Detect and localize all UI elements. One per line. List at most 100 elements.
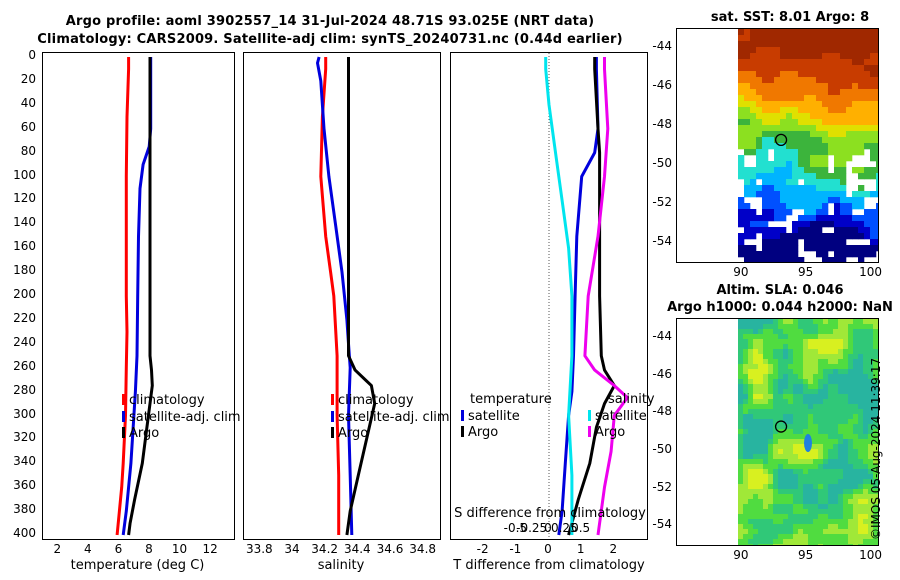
sla-map-xtick-0: 90 [733, 548, 749, 562]
sal-tick-5: 34.8 [409, 542, 437, 556]
sst-map-title: sat. SST: 8.01 Argo: 8 [710, 10, 870, 25]
depth-tick-120: 120 [13, 191, 36, 206]
sal-tick-0: 33.8 [245, 542, 273, 556]
profile-title: Argo profile: aoml 3902557_14 31-Jul-202… [65, 14, 595, 29]
depth-tick-320: 320 [13, 430, 36, 445]
temp-tick-5: 12 [202, 542, 218, 556]
salinity-panel [243, 52, 441, 540]
sst-map-ytick-5: -54 [652, 233, 672, 248]
sla-map-panel [676, 318, 879, 546]
salinity-axis-title: salinity [317, 558, 365, 573]
depth-tick-180: 180 [13, 263, 36, 278]
temperature-axis-title: temperature (deg C) [70, 558, 205, 573]
sla-map-ytick-1: -46 [652, 366, 672, 381]
depth-tick-0: 0 [28, 48, 36, 62]
sla-map-xtick-1: 95 [798, 548, 814, 562]
sst-map-ytick-3: -50 [652, 155, 672, 170]
series-s-satellite [544, 57, 574, 535]
temperature-diff-legend: temperature satellite Argo [461, 392, 552, 442]
difference-plot [544, 53, 629, 539]
imos-timestamp: ©IMOS 05-Aug-2024 11:39:17 [869, 357, 883, 540]
depth-tick-280: 280 [13, 382, 36, 397]
difference-panel [450, 52, 648, 540]
sst-map-ytick-2: -48 [652, 117, 672, 132]
legend-t-satellite: satellite [461, 409, 552, 426]
climatology-title: Climatology: CARS2009. Satellite-adj cli… [37, 32, 623, 47]
sla-map [738, 319, 878, 545]
depth-tick-80: 80 [20, 143, 36, 158]
sla-field [738, 319, 878, 545]
depth-tick-140: 140 [13, 215, 36, 230]
argo-location-marker [774, 420, 788, 433]
salinity-difference-label: S difference from climatology [454, 506, 646, 521]
diff-tick-3: 1 [576, 542, 585, 556]
sst-map-panel [676, 28, 879, 263]
depth-tick-60: 60 [20, 119, 36, 134]
sla-map-ytick-3: -50 [652, 441, 672, 456]
legend-title-temperature: temperature [470, 392, 552, 407]
depth-tick-360: 360 [13, 478, 36, 493]
series-climatology [115, 57, 131, 536]
depth-tick-40: 40 [20, 95, 36, 110]
diff-tick-1: -1 [509, 542, 522, 556]
sdiff-tick-3: 0.25 [550, 521, 578, 535]
depth-tick-340: 340 [13, 454, 36, 469]
series-t-satellite [557, 57, 600, 536]
legend-s-argo: Argo [588, 425, 655, 442]
legend-satellite: satellite-adj. clim [122, 410, 241, 427]
sla-low-spot [804, 434, 812, 452]
series-satellite-adj-clim [316, 56, 354, 536]
sst-field [738, 29, 878, 262]
sst-map-xtick-1: 95 [798, 265, 814, 279]
sla-map-ytick-2: -48 [652, 404, 672, 419]
legend-argo: Argo [331, 426, 450, 443]
temp-tick-0: 2 [53, 542, 62, 556]
sal-tick-3: 34.4 [343, 542, 371, 556]
sla-map-xtick-2: 100 [859, 548, 882, 562]
depth-tick-260: 260 [13, 358, 36, 373]
sst-map-ytick-4: -52 [652, 194, 672, 209]
legend-climatology: climatology [331, 393, 450, 410]
sst-map-ytick-0: -44 [652, 39, 672, 54]
temp-tick-2: 6 [114, 542, 123, 556]
sal-tick-4: 34.6 [376, 542, 404, 556]
temperature-panel [42, 52, 235, 540]
salinity-legend: climatology satellite-adj. clim Argo [331, 393, 450, 443]
salinity-diff-legend: salinity satellite Argo [588, 392, 655, 442]
temperature-legend: climatology satellite-adj. clim Argo [122, 393, 241, 443]
depth-tick-240: 240 [13, 334, 36, 349]
legend-argo: Argo [122, 426, 241, 443]
series-argo [345, 57, 377, 536]
sdiff-tick-1: -0.25 [516, 521, 548, 535]
sst-map-ytick-1: -46 [652, 78, 672, 93]
sal-tick-1: 34 [284, 542, 300, 556]
sla-map-ytick-5: -54 [652, 517, 672, 532]
sst-map-xtick-0: 90 [733, 265, 749, 279]
sdiff-tick-4: 0.5 [571, 521, 591, 535]
legend-t-argo: Argo [461, 425, 552, 442]
depth-tick-160: 160 [13, 239, 36, 254]
sla-map-subtitle: Argo h1000: 0.044 h2000: NaN [667, 300, 893, 315]
temp-tick-4: 10 [171, 542, 188, 556]
depth-tick-300: 300 [13, 406, 36, 421]
salinity-plot [316, 56, 377, 536]
sla-map-ytick-0: -44 [652, 328, 672, 343]
legend-climatology: climatology [122, 393, 241, 410]
argo-location-marker [774, 133, 788, 147]
temp-tick-1: 4 [84, 542, 92, 556]
temp-tick-3: 8 [145, 542, 153, 556]
series-argo [127, 57, 154, 536]
diff-tick-2: 0 [544, 542, 552, 556]
series-t-argo [567, 57, 616, 536]
series-s-argo [583, 57, 629, 536]
depth-tick-220: 220 [13, 310, 36, 325]
depth-tick-380: 380 [13, 502, 36, 517]
depth-tick-200: 200 [13, 287, 36, 301]
sal-tick-2: 34.2 [311, 542, 339, 556]
temperature-plot [115, 57, 154, 536]
sst-map-xtick-2: 100 [859, 265, 882, 279]
depth-tick-100: 100 [13, 167, 36, 182]
difference-axis-title: T difference from climatology [453, 558, 645, 573]
diff-tick-4: 2 [609, 542, 618, 556]
diff-tick-0: -2 [476, 542, 489, 556]
